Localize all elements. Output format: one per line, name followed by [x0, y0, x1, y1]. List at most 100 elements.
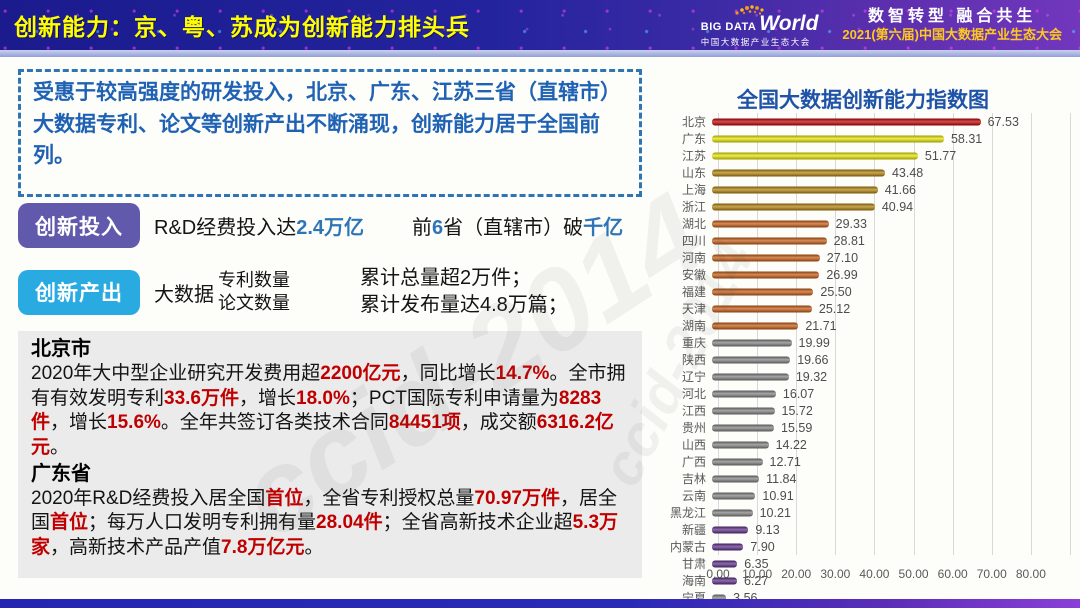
beijing-paragraph: 2020年大中型企业研究开发费用超2200亿元，同比增长14.7%。全市拥有有效… [31, 362, 629, 461]
chart-row: 黑龙江 10.21 [660, 504, 1070, 521]
text-segment: 。 [50, 437, 70, 459]
bar-track: 21.71 [712, 317, 1070, 334]
chart-row: 江苏 51.77 [660, 147, 1070, 164]
output-metric-patents: 专利数量 [218, 269, 290, 290]
bar-value-label: 14.22 [775, 437, 807, 452]
bar-江西 [712, 407, 775, 414]
bar-value-label: 19.66 [797, 352, 829, 367]
bar-value-label: 26.99 [826, 267, 858, 282]
bar-value-label: 28.81 [833, 233, 865, 248]
bar-category-label: 山西 [681, 438, 706, 452]
bar-category-label: 云南 [681, 489, 706, 503]
bar-track: 43.48 [712, 164, 1070, 181]
bar-track: 26.99 [712, 266, 1070, 283]
bar-value-label: 51.77 [924, 148, 957, 163]
bar-value-label: 41.66 [884, 182, 916, 197]
chart-row: 天津 25.12 [660, 300, 1070, 317]
footer-bar [0, 599, 1080, 608]
bar-value-label: 40.94 [881, 199, 914, 214]
bar-category-label: 河北 [681, 387, 706, 401]
intro-summary-box: 受惠于较高强度的研发投入，北京、广东、江苏三省（直辖市）大数据专利、论文等创新产… [18, 69, 642, 197]
output-results: 累计总量超2万件； 累计发布量达4.8万篇； [360, 265, 568, 319]
bar-track: 11.84 [712, 470, 1070, 487]
output-result-1: 累计总量超2万件； [360, 267, 532, 289]
bar-category-label: 海南 [681, 574, 706, 588]
text-segment: ，居全国 [31, 487, 617, 534]
bar-山西 [712, 441, 769, 448]
investment-part2: 前6省（直辖市）破千亿 [412, 211, 623, 240]
bar-新疆 [712, 526, 749, 533]
bar-value-label: 11.84 [766, 471, 797, 486]
logo-wordmark: BIG DATA World [701, 13, 819, 34]
header-bar: 创新能力：京、粤、苏成为创新能力排头兵 BIG DATA World 中国大数据… [0, 0, 1080, 50]
text-segment: ，全省专利授权总量 [303, 487, 475, 509]
bar-category-label: 吉林 [681, 472, 706, 486]
bar-value-label: 25.50 [820, 284, 852, 299]
chart-row: 河北 16.07 [660, 385, 1070, 402]
slogan-line-1: 数智转型 融合共生 [867, 7, 1037, 25]
bar-track: 10.91 [712, 487, 1070, 504]
bar-track: 41.66 [712, 181, 1070, 198]
bar-河南 [712, 254, 820, 261]
bar-track: 9.13 [712, 521, 1070, 538]
text-segment: ；PCT国际专利申请量为 [349, 387, 559, 409]
text-segment: R&D经费投入达 [154, 217, 297, 239]
bar-湖南 [712, 322, 799, 329]
chart-row: 北京 67.53 [660, 113, 1070, 130]
bar-value-label: 9.13 [755, 522, 780, 537]
chart-title: 全国大数据创新能力指数图 [737, 89, 989, 112]
bar-track: 67.53 [712, 113, 1070, 130]
bar-天津 [712, 305, 812, 312]
output-text: 大数据 专利数量 论文数量 累计总量超2万件； 累计发布量达4.8万篇； [154, 265, 568, 319]
bar-内蒙古 [712, 543, 744, 550]
bar-贵州 [712, 424, 774, 431]
bar-track: 51.77 [712, 147, 1070, 164]
highlight-value: 7.8万亿元 [221, 537, 305, 559]
bar-category-label: 江西 [681, 404, 706, 418]
highlight-value: 84451项 [388, 412, 461, 434]
chart-gridlines [718, 113, 1071, 555]
bar-category-label: 广西 [681, 455, 706, 469]
bar-北京 [712, 118, 981, 125]
bar-track: 6.27 [712, 572, 1070, 589]
bar-category-label: 河南 [681, 251, 706, 265]
bar-category-label: 辽宁 [681, 370, 706, 384]
bar-category-label: 上海 [681, 183, 706, 197]
bar-category-label: 湖北 [681, 217, 706, 231]
chart-row: 吉林 11.84 [660, 470, 1070, 487]
beijing-heading: 北京市 [31, 338, 91, 360]
chart-row: 安徽 26.99 [660, 266, 1070, 283]
bar-福建 [712, 288, 814, 295]
bar-山东 [712, 169, 885, 176]
gridline [718, 113, 719, 555]
chart-row: 浙江 40.94 [660, 198, 1070, 215]
text-segment: 。全年共签订各类技术合同 [160, 412, 389, 434]
text-segment: 前 [412, 217, 433, 239]
bar-category-label: 山东 [681, 166, 706, 180]
bar-track: 16.07 [712, 385, 1070, 402]
chart-row: 福建 25.50 [660, 283, 1070, 300]
gridline [757, 113, 759, 555]
highlight-value: 首位 [50, 512, 89, 534]
bar-track: 15.72 [712, 402, 1070, 419]
bar-track: 29.33 [712, 215, 1070, 232]
guangdong-paragraph: 2020年R&D经费投入居全国首位，全省专利授权总量70.97万件，居全国首位；… [31, 487, 629, 561]
bar-广东 [712, 135, 944, 142]
text-segment: ，增长 [239, 387, 297, 409]
bar-value-label: 25.12 [818, 301, 851, 316]
bar-track: 25.50 [712, 283, 1070, 300]
bar-category-label: 江苏 [681, 149, 706, 163]
highlight-value: 33.6万件 [164, 387, 239, 409]
chart-row: 四川 28.81 [660, 232, 1070, 249]
highlight-value: 5.3万家 [31, 512, 619, 559]
chart-row: 陕西 19.66 [660, 351, 1070, 368]
bar-甘肃 [712, 560, 738, 567]
innovation-investment-row: 创新投入 R&D经费投入达2.4万亿 前6省（直辖市）破千亿 [18, 203, 623, 248]
text-segment: 省（直辖市）破 [443, 217, 584, 239]
bar-track: 28.81 [712, 232, 1070, 249]
bar-重庆 [712, 339, 792, 346]
bar-浙江 [712, 203, 875, 210]
header-right: BIG DATA World 中国大数据产业生态大会 数智转型 融合共生 202… [701, 3, 1080, 48]
gridline [1030, 113, 1032, 555]
